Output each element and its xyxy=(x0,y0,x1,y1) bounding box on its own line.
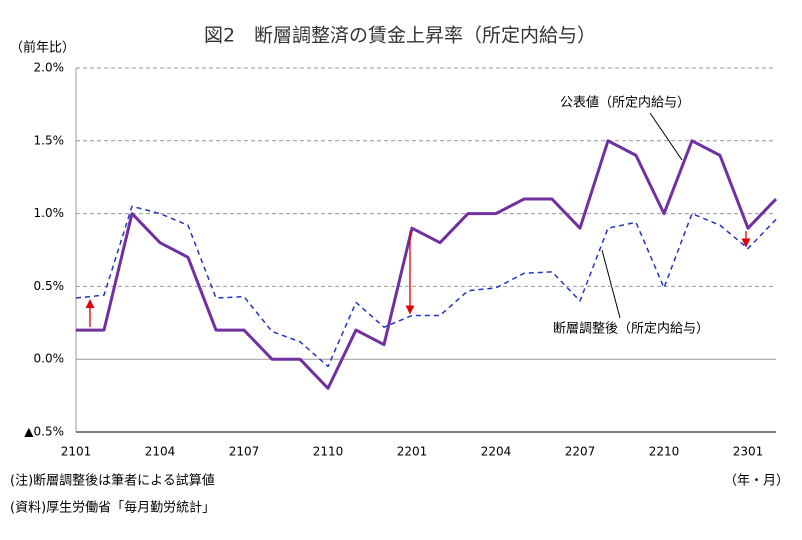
note: (注)断層調整後は筆者による試算値 xyxy=(10,473,215,489)
x-tick-label: 2204 xyxy=(481,445,512,459)
chart-title: 図2 断層調整済の賃金上昇率（所定内給与） xyxy=(204,25,596,47)
series-annotation: 公表値（所定内給与） xyxy=(560,95,690,111)
x-tick-label: 2301 xyxy=(733,445,764,459)
x-unit: （年・月） xyxy=(724,474,789,489)
y-tick-label: 0.5% xyxy=(34,279,65,293)
y-tick-label: ▲0.5% xyxy=(24,425,64,439)
x-tick-label: 2107 xyxy=(229,445,260,459)
y-tick-label: 1.5% xyxy=(34,133,65,147)
y-tick-label: 0.0% xyxy=(34,352,65,366)
y-unit: （前年比） xyxy=(10,40,75,56)
x-tick-label: 2101 xyxy=(61,445,92,459)
y-tick-label: 2.0% xyxy=(34,61,65,75)
x-tick-label: 2104 xyxy=(145,445,176,459)
x-tick-label: 2201 xyxy=(397,445,428,459)
series-annotation: 断層調整後（所定内給与） xyxy=(553,321,709,337)
x-tick-label: 2207 xyxy=(565,445,596,459)
series-line xyxy=(75,205,777,368)
x-tick-label: 2110 xyxy=(313,445,344,459)
leader-line xyxy=(649,112,683,161)
leader-line xyxy=(601,249,621,319)
note: (資料)厚生労働省「毎月勤労統計」 xyxy=(10,500,215,516)
y-tick-label: 1.0% xyxy=(34,206,65,220)
series-line xyxy=(76,139,778,390)
x-tick-label: 2210 xyxy=(649,445,680,459)
